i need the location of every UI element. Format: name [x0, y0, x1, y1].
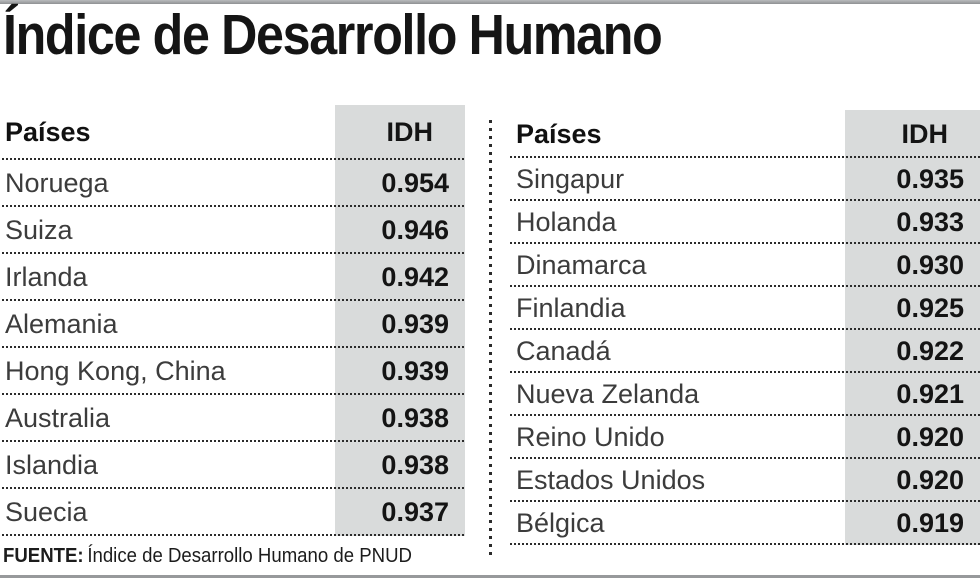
- country-name: Irlanda: [5, 262, 88, 292]
- table-header: Países IDH: [510, 110, 980, 158]
- country-name: Finlandia: [516, 293, 626, 323]
- table-row: Suecia 0.937: [2, 489, 465, 536]
- country-name: Hong Kong, China: [5, 356, 226, 386]
- country-name: Islandia: [5, 450, 99, 480]
- idh-table-left: Países IDH Noruega 0.954 Suiza 0.946 Irlanda…: [2, 105, 465, 536]
- idh-column-band: [335, 105, 465, 536]
- country-name: Dinamarca: [516, 250, 647, 280]
- table-rows: Singapur 0.935 Holanda 0.933 Dinamarca 0.930 F…: [510, 158, 980, 545]
- country-name: Singapur: [516, 164, 625, 194]
- idh-value: 0.939: [381, 356, 449, 386]
- column-header-paises: Países: [516, 118, 602, 149]
- table-divider: [489, 120, 492, 558]
- country-name: Bélgica: [516, 508, 605, 538]
- table-row: Suiza 0.946: [2, 207, 465, 254]
- country-name: Noruega: [5, 168, 109, 198]
- idh-value: 0.919: [896, 508, 964, 538]
- country-name: Suecia: [5, 497, 88, 527]
- table-row: Finlandia 0.925: [510, 287, 980, 330]
- table-row: Canadá 0.922: [510, 330, 980, 373]
- table-row: Irlanda 0.942: [2, 254, 465, 301]
- idh-value: 0.939: [381, 309, 449, 339]
- table-row: Hong Kong, China 0.939: [2, 348, 465, 395]
- top-rule: [0, 0, 980, 4]
- source-text: Índice de Desarrollo Humano de PNUD: [87, 545, 412, 567]
- country-name: Suiza: [5, 215, 73, 245]
- source-note: FUENTE: Índice de Desarrollo Humano de PN…: [3, 545, 412, 568]
- idh-value: 0.933: [896, 207, 964, 237]
- column-header-idh: IDH: [901, 118, 949, 149]
- table-row: Bélgica 0.919: [510, 502, 980, 545]
- column-header-idh: IDH: [386, 117, 434, 147]
- idh-value: 0.925: [896, 293, 964, 323]
- idh-value: 0.938: [381, 450, 449, 480]
- table-row: Holanda 0.933: [510, 201, 980, 244]
- country-name: Reino Unido: [516, 422, 665, 452]
- idh-value: 0.938: [381, 403, 449, 433]
- table-row: Singapur 0.935: [510, 158, 980, 201]
- table-row: Dinamarca 0.930: [510, 244, 980, 287]
- country-name: Holanda: [516, 207, 617, 237]
- table-row: Nueva Zelanda 0.921: [510, 373, 980, 416]
- bottom-rule: [0, 575, 980, 578]
- country-name: Australia: [5, 403, 111, 433]
- idh-value: 0.942: [381, 262, 449, 292]
- table-row: Alemania 0.939: [2, 301, 465, 348]
- table-header: Países IDH: [2, 105, 465, 160]
- idh-column-band: [845, 110, 980, 545]
- table-row: Reino Unido 0.920: [510, 416, 980, 459]
- country-name: Canadá: [516, 336, 611, 366]
- country-name: Alemania: [5, 309, 118, 339]
- source-label: FUENTE:: [3, 545, 84, 567]
- idh-table-right: Países IDH Singapur 0.935 Holanda 0.933 Dina…: [510, 110, 980, 545]
- idh-value: 0.954: [381, 168, 449, 198]
- country-name: Nueva Zelanda: [516, 379, 700, 409]
- country-name: Estados Unidos: [516, 465, 706, 495]
- idh-value: 0.946: [381, 215, 449, 245]
- idh-value: 0.937: [381, 497, 449, 527]
- page-title: Índice de Desarrollo Humano: [3, 3, 663, 67]
- idh-value: 0.920: [896, 422, 964, 452]
- table-rows: Noruega 0.954 Suiza 0.946 Irlanda 0.942 Aleman…: [2, 160, 465, 536]
- table-row: Islandia 0.938: [2, 442, 465, 489]
- idh-value: 0.922: [896, 336, 964, 366]
- idh-value: 0.930: [896, 250, 964, 280]
- table-row: Noruega 0.954: [2, 160, 465, 207]
- table-row: Estados Unidos 0.920: [510, 459, 980, 502]
- column-header-paises: Países: [5, 117, 91, 147]
- idh-value: 0.935: [896, 164, 964, 194]
- idh-value: 0.920: [896, 465, 964, 495]
- table-row: Australia 0.938: [2, 395, 465, 442]
- idh-value: 0.921: [896, 379, 964, 409]
